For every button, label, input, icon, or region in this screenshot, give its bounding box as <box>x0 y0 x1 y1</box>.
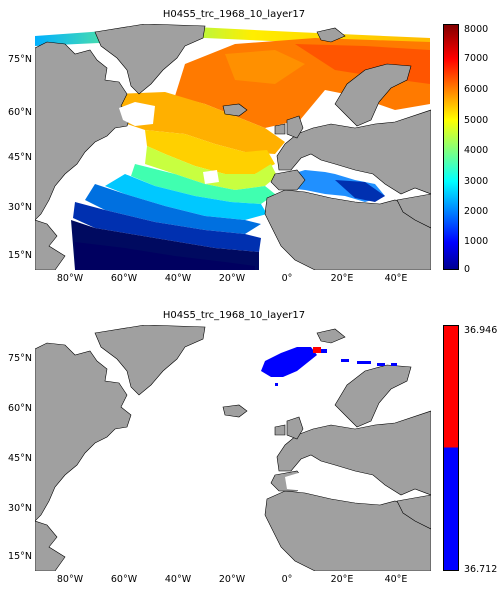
bottom-map-title: H04S5_trc_1968_10_layer17 <box>162 310 306 321</box>
top-cb-tick-0: 0 <box>464 264 471 275</box>
bottom-lat-label-45n: 45°N <box>8 453 32 464</box>
top-cb-tick-1000: 1000 <box>464 236 489 247</box>
top-lat-label-75n: 75°N <box>8 54 32 65</box>
land <box>35 325 431 571</box>
nodata-patches <box>119 102 219 184</box>
top-lon-label-20e: 20°E <box>330 273 354 284</box>
bottom-lon-label-60w: 60°W <box>110 574 138 585</box>
top-colorbar <box>443 24 459 270</box>
top-cb-tick-3000: 3000 <box>464 176 489 187</box>
bottom-colorbar <box>443 325 459 571</box>
top-lon-label-0: 0° <box>281 273 293 284</box>
top-lon-label-20w: 20°W <box>218 273 246 284</box>
bottom-cb-tick-max: 36.946 <box>464 325 498 336</box>
bottom-lon-label-40w: 40°W <box>164 574 192 585</box>
top-lat-label-30n: 30°N <box>8 202 32 213</box>
bottom-lon-label-0: 0° <box>281 574 293 585</box>
bottom-lat-label-60n: 60°N <box>8 403 32 414</box>
land <box>35 24 431 270</box>
top-cb-tick-6000: 6000 <box>464 84 489 95</box>
bottom-lon-label-40e: 40°E <box>384 574 408 585</box>
bottom-lon-label-80w: 80°W <box>56 574 84 585</box>
top-cb-tick-7000: 7000 <box>464 53 489 64</box>
top-map-title: H04S5_trc_1968_10_layer17 <box>162 9 306 20</box>
bottom-lon-label-20w: 20°W <box>218 574 246 585</box>
bottom-cb-tick-min: 36.712 <box>464 564 498 575</box>
top-lon-label-80w: 80°W <box>56 273 84 284</box>
bottom-lat-label-30n: 30°N <box>8 503 32 514</box>
bottom-map <box>35 325 431 571</box>
top-cb-tick-4000: 4000 <box>464 145 489 156</box>
top-lon-label-40w: 40°W <box>164 273 192 284</box>
top-lat-label-60n: 60°N <box>8 107 32 118</box>
bottom-lon-label-20e: 20°E <box>330 574 354 585</box>
top-cb-tick-8000: 8000 <box>464 24 489 35</box>
top-map <box>35 24 431 270</box>
top-cb-tick-2000: 2000 <box>464 206 489 217</box>
tracer-patches <box>261 347 397 386</box>
water-patches <box>285 471 385 503</box>
bottom-lat-label-75n: 75°N <box>8 353 32 364</box>
tracer-field <box>35 26 430 270</box>
bottom-lat-label-15n: 15°N <box>8 551 32 562</box>
top-cb-tick-5000: 5000 <box>464 115 489 126</box>
top-lat-label-45n: 45°N <box>8 152 32 163</box>
top-lon-label-60w: 60°W <box>110 273 138 284</box>
top-lon-label-40e: 40°E <box>384 273 408 284</box>
top-lat-label-15n: 15°N <box>8 250 32 261</box>
